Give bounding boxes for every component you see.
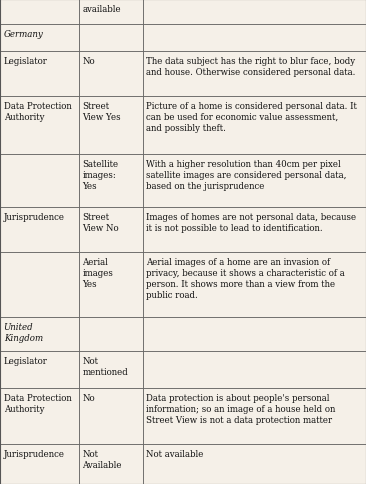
Bar: [79, 388, 143, 444]
Bar: [79, 444, 143, 484]
Bar: [79, 25, 143, 52]
Text: Images of homes are not personal data, because
it is not possible to lead to ide: Images of homes are not personal data, b…: [146, 212, 356, 232]
Bar: [79, 318, 143, 352]
Text: No: No: [82, 57, 95, 65]
Bar: [79, 96, 143, 155]
Bar: [143, 52, 366, 96]
Text: Not
Available: Not Available: [82, 449, 122, 469]
Bar: [79, 208, 143, 253]
Text: Aerial images of a home are an invasion of
privacy, because it shows a character: Aerial images of a home are an invasion …: [146, 257, 345, 300]
Bar: [0, 96, 79, 155]
Bar: [143, 155, 366, 208]
Bar: [79, 0, 143, 25]
Bar: [79, 52, 143, 96]
Bar: [143, 0, 366, 25]
Text: Jurisprudence: Jurisprudence: [4, 449, 65, 458]
Bar: [79, 253, 143, 318]
Text: Picture of a home is considered personal data. It
can be used for economic value: Picture of a home is considered personal…: [146, 101, 357, 133]
Bar: [143, 253, 366, 318]
Text: United
Kingdom: United Kingdom: [4, 322, 43, 342]
Text: Street
View Yes: Street View Yes: [82, 101, 121, 121]
Bar: [0, 25, 79, 52]
Text: Satellite
images:
Yes: Satellite images: Yes: [82, 160, 119, 191]
Bar: [0, 208, 79, 253]
Bar: [143, 352, 366, 388]
Bar: [0, 0, 79, 25]
Text: Data protection is about people's personal
information; so an image of a house h: Data protection is about people's person…: [146, 393, 336, 424]
Bar: [143, 318, 366, 352]
Text: Data Protection
Authority: Data Protection Authority: [4, 393, 71, 413]
Bar: [0, 352, 79, 388]
Bar: [143, 208, 366, 253]
Text: Legislator: Legislator: [4, 57, 48, 65]
Text: Germany: Germany: [4, 30, 44, 39]
Bar: [0, 52, 79, 96]
Text: Jurisprudence: Jurisprudence: [4, 212, 65, 222]
Bar: [143, 444, 366, 484]
Bar: [79, 352, 143, 388]
Bar: [143, 388, 366, 444]
Text: The data subject has the right to blur face, body
and house. Otherwise considere: The data subject has the right to blur f…: [146, 57, 356, 76]
Bar: [0, 444, 79, 484]
Text: No: No: [82, 393, 95, 402]
Text: Data Protection
Authority: Data Protection Authority: [4, 101, 71, 121]
Text: Not available: Not available: [146, 449, 204, 458]
Text: Not
mentioned: Not mentioned: [82, 357, 128, 377]
Text: Aerial
images
Yes: Aerial images Yes: [82, 257, 113, 288]
Bar: [0, 253, 79, 318]
Bar: [143, 96, 366, 155]
Text: available: available: [82, 5, 121, 14]
Bar: [143, 25, 366, 52]
Bar: [79, 155, 143, 208]
Bar: [0, 318, 79, 352]
Text: Street
View No: Street View No: [82, 212, 119, 232]
Bar: [0, 155, 79, 208]
Bar: [0, 388, 79, 444]
Text: Legislator: Legislator: [4, 357, 48, 365]
Text: With a higher resolution than 40cm per pixel
satellite images are considered per: With a higher resolution than 40cm per p…: [146, 160, 347, 191]
